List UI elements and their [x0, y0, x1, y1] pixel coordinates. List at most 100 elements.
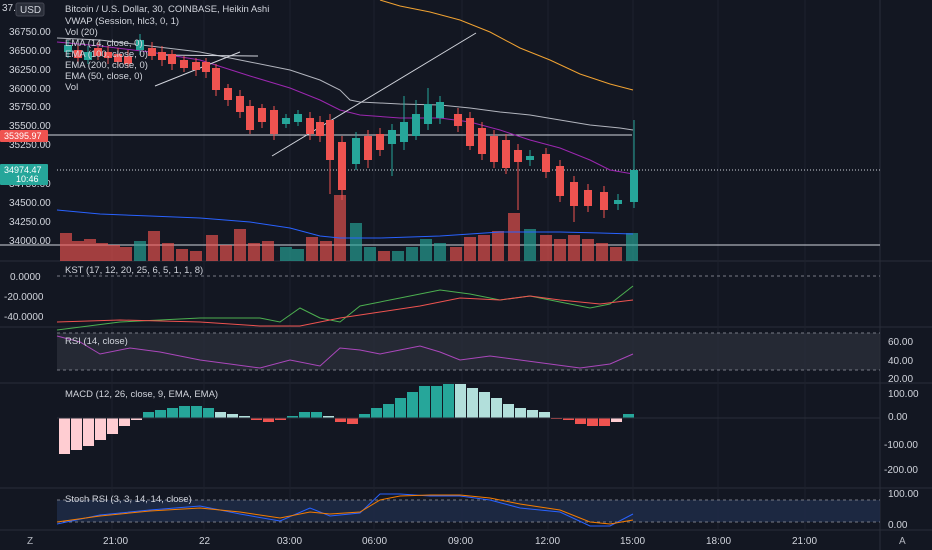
indicator-ema200[interactable]: EMA (200, close, 0): [65, 60, 148, 71]
kst-tick: -20.0000: [4, 292, 44, 303]
macd-bar: [383, 404, 394, 418]
macd-bar: [299, 412, 310, 418]
macd-bar: [527, 410, 538, 418]
stoch-tick: 100.00: [888, 489, 919, 500]
macd-pane-label[interactable]: MACD (12, 26, close, 9, EMA, EMA): [65, 389, 218, 400]
volume-bar: [540, 235, 552, 261]
price-marker-red-label: 35395.97: [4, 131, 42, 141]
stoch-axis[interactable]: 100.00 0.00: [888, 489, 919, 531]
candle: [400, 96, 408, 150]
macd-bar: [251, 418, 262, 420]
price-axis[interactable]: 37... 36750.00 36500.00 36250.00 36000.0…: [2, 3, 51, 247]
candle: [306, 112, 314, 140]
macd-histogram: [59, 384, 634, 454]
timezone-icon[interactable]: Z: [27, 536, 33, 547]
macd-bar: [611, 418, 622, 422]
volume-bar: [220, 245, 232, 261]
macd-bar: [587, 418, 598, 426]
rsi-axis[interactable]: 60.00 40.00 20.00: [888, 337, 913, 385]
stoch-pane-label[interactable]: Stoch RSI (3, 3, 14, 14, close): [65, 494, 192, 505]
ema-blue-line: [56, 209, 634, 239]
candle: [180, 56, 188, 72]
indicator-vwap[interactable]: VWAP (Session, hlc3, 0, 1): [65, 16, 179, 27]
candle: [584, 184, 592, 212]
symbol-title[interactable]: Bitcoin / U.S. Dollar, 30, COINBASE, Hei…: [65, 4, 269, 15]
volume-bar: [292, 249, 304, 261]
stoch-d-line: [56, 494, 634, 525]
macd-bar: [419, 386, 430, 418]
candle: [94, 42, 102, 60]
macd-bar: [359, 414, 370, 418]
auto-scale-icon[interactable]: A: [899, 536, 906, 547]
time-tick: 18:00: [706, 536, 731, 547]
indicator-vol[interactable]: Vol: [65, 82, 78, 93]
volume-bar: [120, 247, 132, 261]
time-tick: 21:00: [792, 536, 817, 547]
candle: [338, 136, 346, 200]
time-tick: 15:00: [620, 536, 645, 547]
macd-tick: -100.00: [884, 440, 918, 451]
candle: [412, 100, 420, 140]
macd-tick: 0.00: [888, 412, 908, 423]
candle: [542, 148, 550, 178]
volume-bar: [610, 247, 622, 261]
vwap-line: [56, 37, 634, 131]
price-marker-green-label: 34974.47: [4, 165, 42, 175]
rsi-tick: 40.00: [888, 356, 913, 367]
candle: [454, 108, 462, 132]
macd-bar: [227, 414, 238, 418]
volume-bar: [148, 231, 160, 261]
indicator-ema100[interactable]: EMA (100, close, 0): [65, 49, 148, 60]
macd-bar: [155, 410, 166, 418]
macd-bar: [263, 418, 274, 422]
indicator-ema50[interactable]: EMA (50, close, 0): [65, 71, 143, 82]
price-tick: 35500.00: [9, 121, 51, 132]
candle: [526, 150, 534, 166]
volume-bar: [582, 239, 594, 261]
candle: [202, 58, 210, 78]
volume-bar: [508, 213, 520, 261]
kst-pane-label[interactable]: KST (17, 12, 20, 25, 6, 5, 1, 1, 8): [65, 265, 203, 276]
volume-bar: [364, 247, 376, 261]
triangle-line-b[interactable]: [159, 54, 259, 57]
volume-bar: [568, 235, 580, 261]
candle: [466, 112, 474, 150]
indicator-vol20[interactable]: Vol (20): [65, 27, 98, 38]
volume-bar: [134, 241, 146, 261]
candle: [376, 128, 384, 156]
rsi-pane-label[interactable]: RSI (14, close): [65, 336, 128, 347]
volume-bar: [524, 229, 536, 261]
candle: [316, 116, 324, 142]
kst-tick: -40.0000: [4, 312, 44, 323]
volume-bar: [176, 249, 188, 261]
main-legend: Bitcoin / U.S. Dollar, 30, COINBASE, Hei…: [65, 4, 269, 93]
candle: [502, 134, 510, 174]
trend-line[interactable]: [271, 32, 477, 157]
macd-bar: [431, 386, 442, 418]
volume-bar: [334, 195, 346, 261]
vertical-grid: [111, 0, 806, 530]
candle: [630, 120, 638, 208]
macd-bar: [71, 418, 82, 450]
indicator-ema14[interactable]: EMA (14, close, 0): [65, 38, 143, 49]
macd-bar: [575, 418, 586, 424]
volume-bar: [420, 239, 432, 261]
candle: [570, 176, 578, 222]
time-axis[interactable]: 21:00 22 03:00 06:00 09:00 12:00 15:00 1…: [103, 536, 817, 547]
macd-bar: [119, 418, 130, 426]
volume-bar: [306, 237, 318, 261]
currency-button[interactable]: USD: [15, 2, 45, 17]
candle: [148, 42, 156, 60]
volume-bar: [84, 239, 96, 261]
price-tick: 35250.00: [9, 140, 51, 151]
macd-bar: [515, 408, 526, 418]
time-tick: 06:00: [362, 536, 387, 547]
volume-bar: [280, 247, 292, 261]
macd-axis[interactable]: 100.00 0.00 -100.00 -200.00: [884, 389, 919, 476]
price-tick: 34500.00: [9, 198, 51, 209]
stoch-tick: 0.00: [888, 520, 908, 531]
kst-axis[interactable]: 0.0000 -20.0000 -40.0000: [4, 272, 44, 323]
volume-bar: [434, 243, 446, 261]
